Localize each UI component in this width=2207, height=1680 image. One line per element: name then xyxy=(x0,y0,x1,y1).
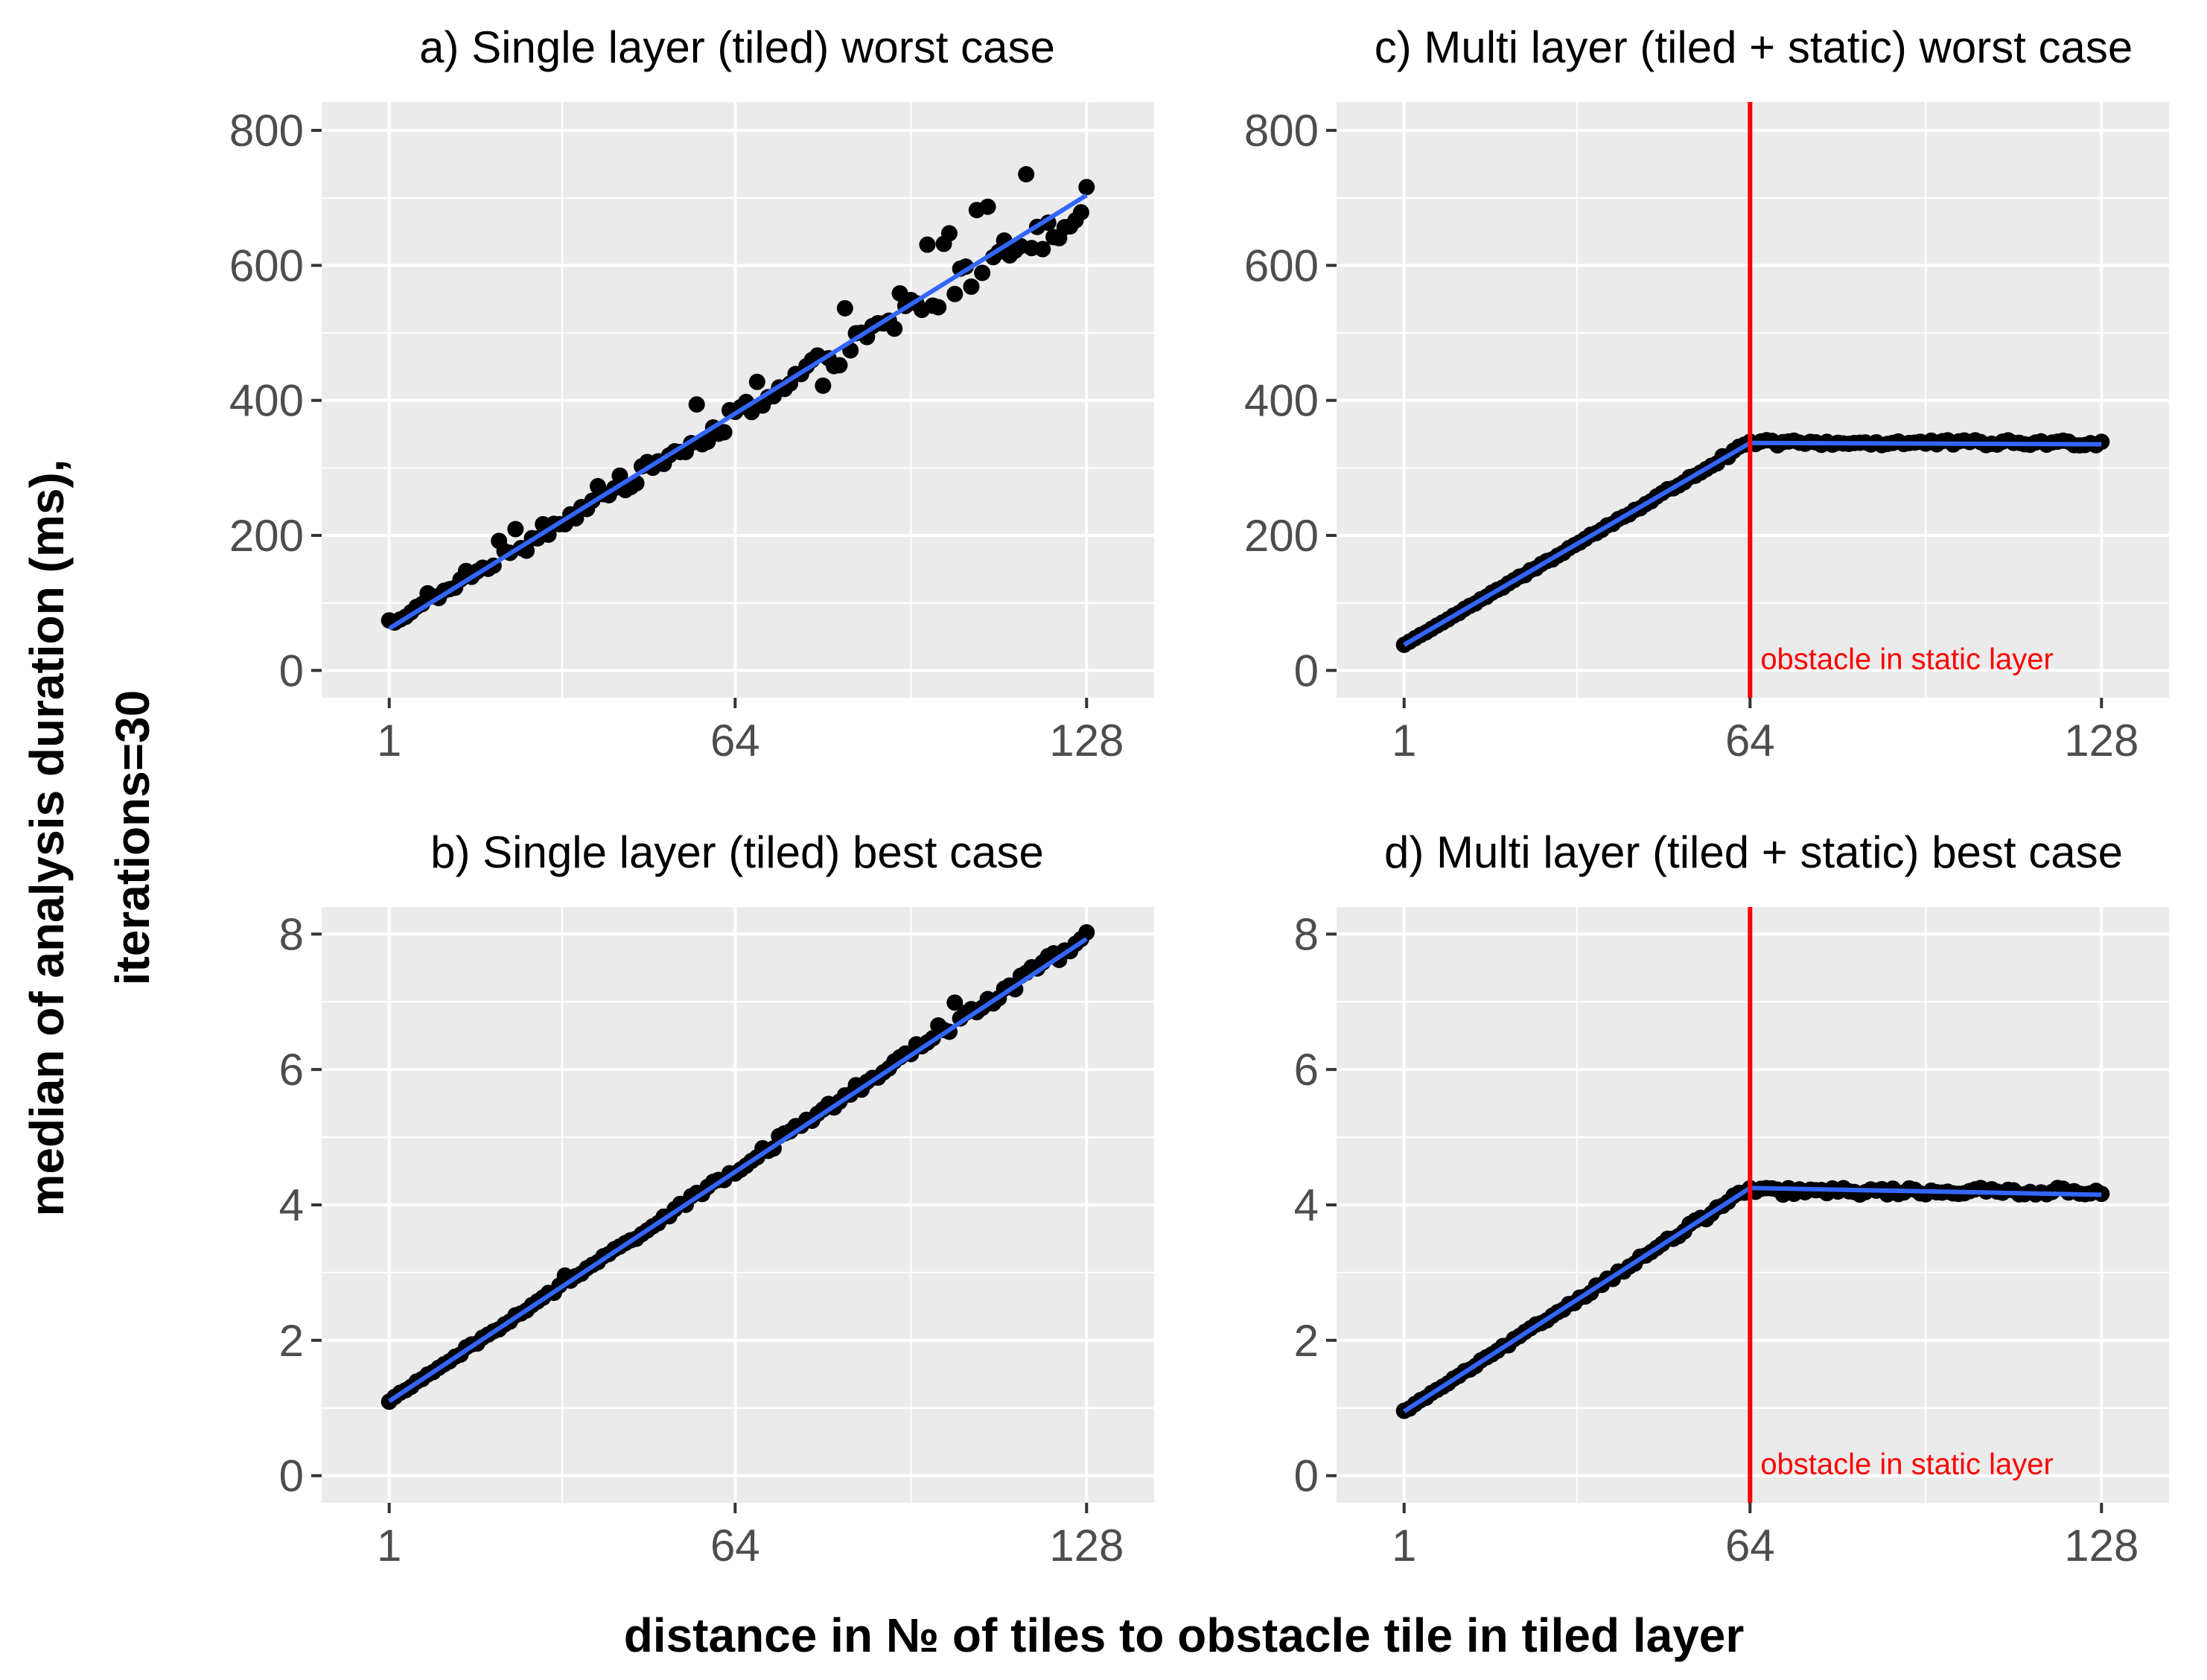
y-tick-label: 8 xyxy=(1294,909,1319,959)
fit-line xyxy=(388,937,1088,1404)
panel-a-plot: 0 200 400 600 800 1 64 128 xyxy=(229,102,1154,766)
x-axis-title: distance in № of tiles to obstacle tile … xyxy=(624,1609,1745,1662)
x-tick-label: 1 xyxy=(1392,1521,1416,1571)
y-axis-title-line2: iterations=30 xyxy=(106,690,159,986)
data-point xyxy=(1078,179,1095,196)
panel-c-plot: 0 200 400 600 800 1 64 128 obstacle in static la… xyxy=(1244,102,2169,766)
data-point xyxy=(836,299,853,316)
data-point xyxy=(930,299,947,316)
y-tick-label: 6 xyxy=(279,1045,304,1095)
y-tick-label: 6 xyxy=(1294,1045,1319,1095)
panel-d-title: d) Multi layer (tiled + static) best cas… xyxy=(1384,827,2123,877)
y-tick-label: 200 xyxy=(1244,511,1319,561)
data-point xyxy=(963,278,980,295)
data-point xyxy=(2093,433,2110,451)
data-point xyxy=(716,424,733,441)
y-tick-label: 200 xyxy=(229,511,304,561)
data-point xyxy=(1072,204,1089,221)
data-point xyxy=(946,994,964,1011)
x-tick-label: 1 xyxy=(377,716,401,766)
panel-a-title: a) Single layer (tiled) worst case xyxy=(419,22,1055,72)
data-point xyxy=(919,236,936,253)
y-tick-label: 4 xyxy=(279,1180,304,1230)
x-tick-label: 64 xyxy=(710,1521,760,1571)
data-point xyxy=(1034,241,1051,258)
y-tick-label: 800 xyxy=(1244,106,1319,156)
y-tick-label: 0 xyxy=(1294,1451,1319,1501)
x-tick-label: 64 xyxy=(1725,1521,1775,1571)
panel-c-title: c) Multi layer (tiled + static) worst ca… xyxy=(1375,22,2133,72)
data-point xyxy=(611,467,628,484)
data-point xyxy=(831,357,848,374)
data-point xyxy=(979,198,996,215)
x-tick-label: 64 xyxy=(1725,716,1775,766)
obstacle-annotation: obstacle in static layer xyxy=(1760,643,2054,675)
data-point xyxy=(1018,165,1035,182)
y-tick-label: 0 xyxy=(279,1451,304,1501)
x-tick-label: 128 xyxy=(1049,716,1124,766)
y-tick-label: 400 xyxy=(229,376,304,426)
x-tick-label: 64 xyxy=(710,716,760,766)
y-tick-label: 400 xyxy=(1244,376,1319,426)
y-tick-label: 600 xyxy=(1244,241,1319,290)
x-tick-label: 1 xyxy=(377,1521,401,1571)
data-point xyxy=(940,225,958,242)
y-tick-label: 2 xyxy=(279,1316,304,1366)
data-point xyxy=(1078,924,1095,941)
y-axis-title-line1: median of analysis duration (ms), xyxy=(20,459,74,1216)
x-tick-label: 128 xyxy=(2064,716,2138,766)
y-tick-label: 8 xyxy=(279,909,304,959)
panel-b-title: b) Single layer (tiled) best case xyxy=(430,827,1044,877)
x-tick-label: 128 xyxy=(2064,1521,2138,1571)
data-point xyxy=(748,373,765,390)
data-point xyxy=(507,521,524,538)
y-tick-label: 600 xyxy=(229,241,304,290)
y-tick-label: 4 xyxy=(1294,1180,1319,1230)
y-tick-label: 0 xyxy=(1294,646,1319,696)
x-tick-label: 1 xyxy=(1392,716,1416,766)
data-point xyxy=(974,264,991,281)
panel-b-plot: 0 2 4 6 8 1 64 128 xyxy=(279,907,1154,1571)
data-point xyxy=(688,396,705,413)
panel-d-plot: 0 2 4 6 8 1 64 128 obstacle in static layer xyxy=(1294,907,2169,1571)
obstacle-annotation: obstacle in static layer xyxy=(1760,1448,2054,1481)
y-tick-label: 0 xyxy=(279,646,304,696)
x-tick-label: 128 xyxy=(1049,1521,1124,1571)
y-tick-label: 800 xyxy=(229,106,304,156)
data-point xyxy=(886,320,903,337)
y-tick-label: 2 xyxy=(1294,1316,1319,1366)
data-point xyxy=(946,285,964,302)
data-point xyxy=(815,377,832,394)
fit-line xyxy=(388,193,1088,631)
